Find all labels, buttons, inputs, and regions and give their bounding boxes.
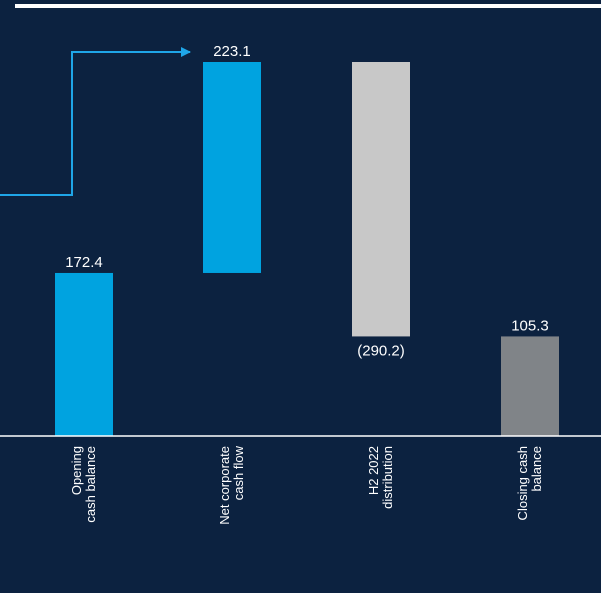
value-label-1: 223.1 — [213, 43, 251, 60]
bar-0 — [55, 272, 113, 436]
top-border-line — [15, 4, 601, 8]
category-labels-group: Opening cash balance Net corporate cash flo… — [69, 445, 544, 524]
category-label-2-line-1: distribution — [380, 446, 395, 509]
connector-arrow — [0, 47, 191, 196]
bar-2 — [352, 62, 410, 337]
category-label-2-line-0: H2 2022 — [366, 446, 381, 495]
category-label-1-line-0: Net corporate — [217, 446, 232, 525]
bar-3 — [501, 336, 559, 436]
category-label-0-line-1: cash balance — [83, 446, 98, 523]
category-label-3-line-0: Closing cash — [515, 446, 530, 520]
value-label-3: 105.3 — [511, 317, 549, 334]
value-label-0: 172.4 — [65, 254, 103, 271]
bar-1 — [203, 62, 261, 273]
category-label-2: H2 2022 distribution — [366, 446, 395, 509]
bars-group — [55, 62, 559, 436]
category-label-1: Net corporate cash flow — [217, 445, 246, 524]
value-labels-group: 172.4 223.1 (290.2) 105.3 — [65, 43, 549, 359]
category-label-0: Opening cash balance — [69, 446, 98, 523]
category-label-1-line-1: cash flow — [231, 445, 246, 500]
category-label-3-line-1: balance — [529, 446, 544, 492]
category-label-0-line-0: Opening — [69, 446, 84, 495]
value-label-2: (290.2) — [357, 342, 405, 359]
category-label-3: Closing cash balance — [515, 446, 544, 520]
